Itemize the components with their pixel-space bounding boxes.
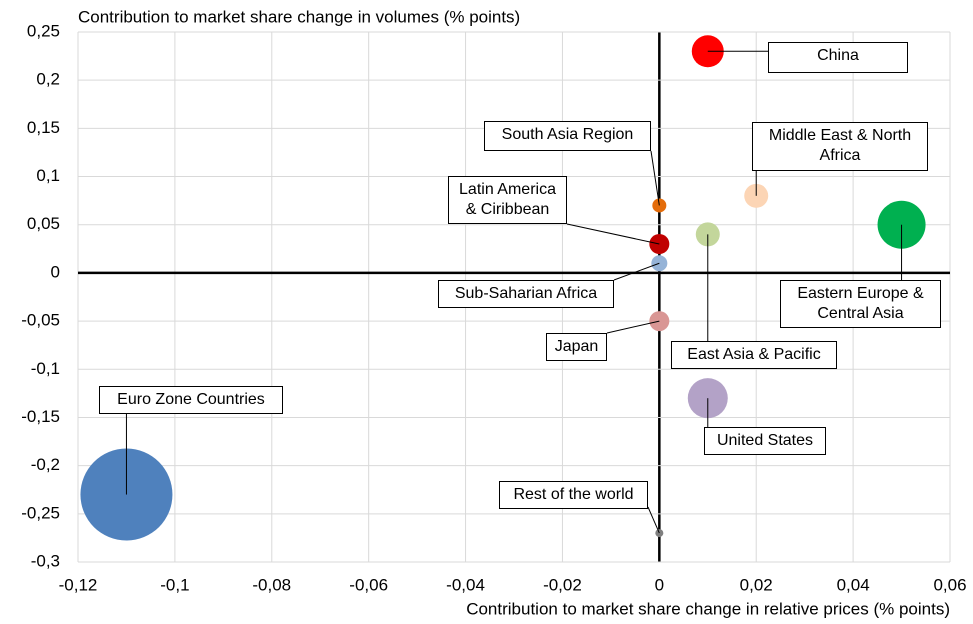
x-tick-label: 0,02 bbox=[740, 575, 773, 594]
point-label: Sub-Saharian Africa bbox=[438, 280, 614, 308]
leader-line bbox=[647, 506, 660, 534]
x-tick-label: -0,1 bbox=[160, 575, 189, 594]
y-axis-title: Contribution to market share change in v… bbox=[78, 7, 520, 26]
point-label: China bbox=[768, 42, 908, 73]
y-tick-label: -0,3 bbox=[31, 551, 60, 570]
y-tick-label: 0,05 bbox=[27, 214, 60, 233]
leader-line bbox=[613, 262, 660, 281]
leader-line bbox=[566, 223, 660, 245]
point-label: Latin America & Ciribbean bbox=[448, 176, 567, 224]
point-label: East Asia & Pacific bbox=[671, 341, 837, 369]
x-tick-label: 0,06 bbox=[933, 575, 966, 594]
y-tick-label: -0,05 bbox=[21, 311, 60, 330]
x-tick-label: -0,06 bbox=[349, 575, 388, 594]
x-tick-label: -0,02 bbox=[543, 575, 582, 594]
point-label: United States bbox=[704, 427, 826, 455]
y-tick-label: 0 bbox=[51, 262, 60, 281]
y-tick-label: -0,25 bbox=[21, 503, 60, 522]
leader-line bbox=[606, 320, 660, 334]
x-tick-label: -0,04 bbox=[446, 575, 485, 594]
y-tick-label: -0,15 bbox=[21, 407, 60, 426]
point-label: Eastern Europe & Central Asia bbox=[780, 280, 941, 328]
point-label: Japan bbox=[546, 333, 607, 361]
leader-line bbox=[650, 150, 660, 206]
y-tick-label: 0,25 bbox=[27, 21, 60, 40]
point-label: Euro Zone Countries bbox=[99, 386, 283, 414]
x-axis-title: Contribution to market share change in r… bbox=[466, 599, 950, 618]
point-label: Middle East & North Africa bbox=[752, 122, 928, 171]
y-tick-label: -0,2 bbox=[31, 455, 60, 474]
x-tick-label: -0,12 bbox=[59, 575, 98, 594]
y-tick-label: 0,2 bbox=[36, 70, 60, 89]
y-tick-label: 0,1 bbox=[36, 166, 60, 185]
y-tick-label: -0,1 bbox=[31, 359, 60, 378]
point-label: South Asia Region bbox=[484, 121, 651, 151]
x-tick-label: 0 bbox=[655, 575, 664, 594]
x-tick-label: 0,04 bbox=[837, 575, 870, 594]
point-label: Rest of the world bbox=[499, 481, 648, 509]
y-tick-label: 0,15 bbox=[27, 118, 60, 137]
x-tick-label: -0,08 bbox=[252, 575, 291, 594]
